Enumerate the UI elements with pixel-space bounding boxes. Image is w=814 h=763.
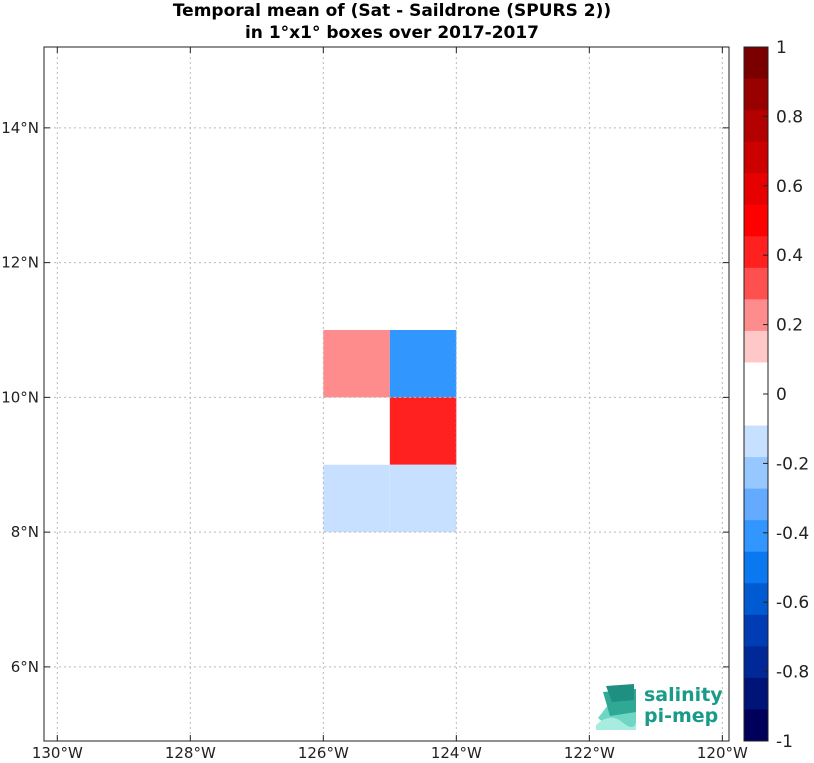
logo-text-line2: pi-mep [644,705,718,727]
logo-text-line1: salinity [644,684,723,706]
colorbar-swatch [744,110,768,143]
colorbar-swatch [744,236,768,269]
data-cell [323,464,390,533]
colorbar-swatch [744,141,768,174]
colorbar-swatch [744,677,768,710]
colorbar-swatch [744,299,768,332]
colorbar-swatch [744,709,768,742]
colorbar-tick-label: 0.6 [776,177,803,197]
colorbar-swatch [744,204,768,237]
plot-frame [43,46,730,742]
salinity-pimep-logo: salinity pi-mep [596,684,723,730]
y-tick-label: 12°N [1,254,39,272]
colorbar-tick-label: -0.2 [776,454,809,474]
data-cell [323,329,390,398]
colorbar-tick-label: -0.8 [776,663,809,683]
data-cells [323,329,457,533]
x-axis: 130°W 128°W 126°W 124°W 122°W 120°W [32,47,748,762]
colorbar-swatch [744,362,768,395]
colorbar-tick-label: 0 [776,385,787,405]
colorbar-tick-label: -1 [776,732,793,752]
colorbar-swatch [744,425,768,458]
data-cell [389,329,457,398]
y-tick-label: 6°N [11,658,39,676]
y-tick-label: 8°N [11,523,39,541]
x-tick-label: 120°W [697,744,748,762]
colorbar-swatch [744,488,768,521]
data-cell [389,397,457,465]
grid-lines [44,47,729,741]
colorbar-swatch [744,330,768,363]
colorbar: 1 0.8 0.6 0.4 0.2 0 -0.2 -0.4 -0.6 -0.8 -1 [743,38,809,752]
chart-subtitle: in 1°x1° boxes over 2017-2017 [244,23,540,43]
data-cell [389,464,457,533]
colorbar-swatch [744,646,768,679]
colorbar-swatch [744,47,768,80]
colorbar-swatch [744,457,768,490]
colorbar-swatch [744,551,768,584]
x-tick-label: 130°W [32,744,83,762]
y-axis: 6°N 8°N 10°N 12°N 14°N [1,119,729,676]
colorbar-tick-label: -0.6 [776,593,809,613]
colorbar-swatch [744,583,768,616]
x-tick-label: 128°W [165,744,216,762]
x-tick-label: 124°W [431,744,482,762]
y-tick-label: 14°N [1,119,39,137]
logo-icon [596,684,636,730]
colorbar-swatch [744,614,768,647]
colorbar-swatch [744,78,768,111]
colorbar-tick-label: 1 [776,38,787,58]
y-tick-label: 10°N [1,388,39,406]
colorbar-tick-label: 0.4 [776,246,803,266]
colorbar-swatch [744,394,768,427]
colorbar-swatch [744,173,768,206]
colorbar-tick-label: 0.2 [776,316,803,336]
colorbar-tick-label: 0.8 [776,107,803,127]
x-tick-label: 122°W [564,744,615,762]
x-tick-label: 126°W [298,744,349,762]
colorbar-swatch [744,520,768,553]
colorbar-tick-label: -0.4 [776,524,809,544]
colorbar-swatch [744,267,768,300]
chart-title: Temporal mean of (Sat - Saildrone (SPURS… [172,1,612,21]
